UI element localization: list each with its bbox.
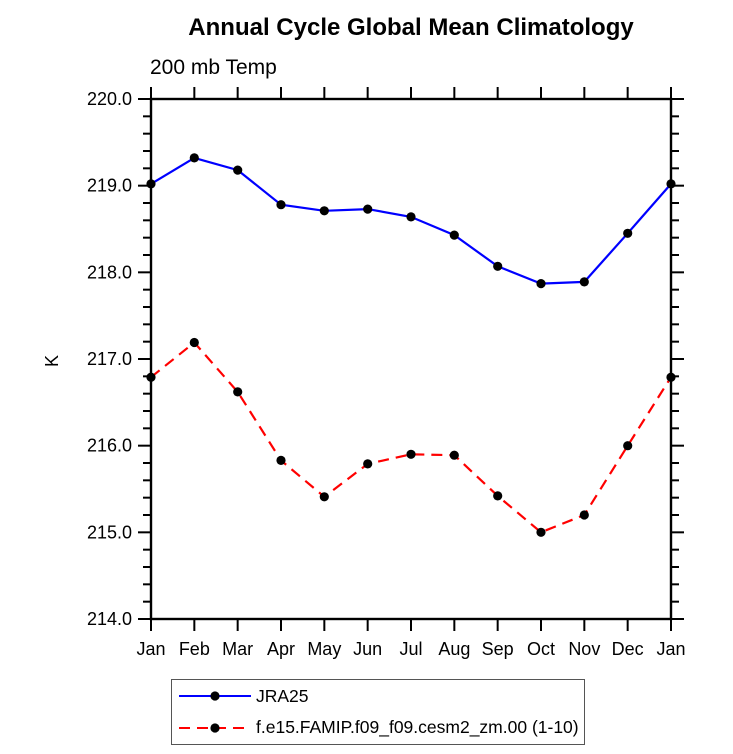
y-tick-label: 220.0: [87, 89, 132, 109]
series-1-marker: [623, 441, 633, 451]
legend-marker-dot: [210, 723, 220, 733]
series-1-marker: [319, 492, 329, 502]
x-tick-label: May: [307, 639, 341, 659]
series-1-marker: [579, 510, 589, 520]
x-tick-label: Sep: [482, 639, 514, 659]
y-tick-label: 219.0: [87, 176, 132, 196]
legend-label: f.e15.FAMIP.f09_f09.cesm2_zm.00 (1-10): [256, 717, 579, 738]
legend-marker-dot: [210, 691, 220, 701]
series-0-marker: [493, 261, 503, 271]
x-tick-label: Jul: [399, 639, 422, 659]
y-tick-label: 216.0: [87, 436, 132, 456]
series-0-marker: [406, 212, 416, 222]
series-1-marker: [406, 449, 416, 459]
series-1-marker: [449, 450, 459, 460]
series-1-marker: [146, 372, 156, 382]
y-tick-label: 217.0: [87, 349, 132, 369]
series-1-marker: [363, 459, 373, 469]
series-line-1: [150, 340, 672, 534]
series-1-marker: [493, 491, 503, 501]
legend-item: f.e15.FAMIP.f09_f09.cesm2_zm.00 (1-10): [178, 713, 584, 743]
series-1-marker: [666, 372, 676, 382]
x-tick-label: Jan: [136, 639, 165, 659]
legend-box: JRA25 f.e15.FAMIP.f09_f09.cesm2_zm.00 (1…: [171, 679, 585, 745]
series-0-marker: [319, 206, 329, 216]
series-1-marker: [189, 337, 199, 348]
series-0-marker: [363, 204, 373, 214]
x-tick-label: Jan: [656, 639, 685, 659]
legend-item: JRA25: [178, 681, 584, 711]
legend-line-sample: [179, 723, 251, 733]
x-tick-label: Oct: [527, 639, 555, 659]
x-tick-label: Apr: [267, 639, 295, 659]
series-1-marker: [276, 455, 286, 465]
x-tick-label: Aug: [438, 639, 470, 659]
y-tick-label: 215.0: [87, 522, 132, 542]
legend-line-sample: [179, 691, 251, 701]
x-tick-label: Mar: [222, 639, 253, 659]
series-1-marker: [233, 387, 243, 397]
series-0-marker: [536, 279, 546, 289]
legend-label: JRA25: [256, 685, 309, 706]
series-0-marker: [189, 153, 199, 163]
series-0-marker: [276, 200, 286, 210]
chart-subtitle: 200 mb Temp: [150, 56, 277, 79]
series-0-marker: [146, 179, 156, 189]
series-0-marker: [449, 230, 459, 240]
plot-frame: [149, 97, 673, 621]
x-tick-label: Dec: [612, 639, 644, 659]
x-tick-label: Feb: [179, 639, 210, 659]
x-tick-label: Jun: [353, 639, 382, 659]
y-tick-label: 218.0: [87, 262, 132, 282]
series-0-marker: [579, 277, 589, 287]
series-0-marker: [623, 228, 633, 238]
series-0-marker: [666, 179, 676, 189]
x-tick-label: Nov: [568, 639, 600, 659]
chart-title: Annual Cycle Global Mean Climatology: [188, 14, 634, 41]
series-0-marker: [233, 165, 243, 175]
y-tick-label: 214.0: [87, 609, 132, 629]
series-1-marker: [536, 527, 546, 537]
